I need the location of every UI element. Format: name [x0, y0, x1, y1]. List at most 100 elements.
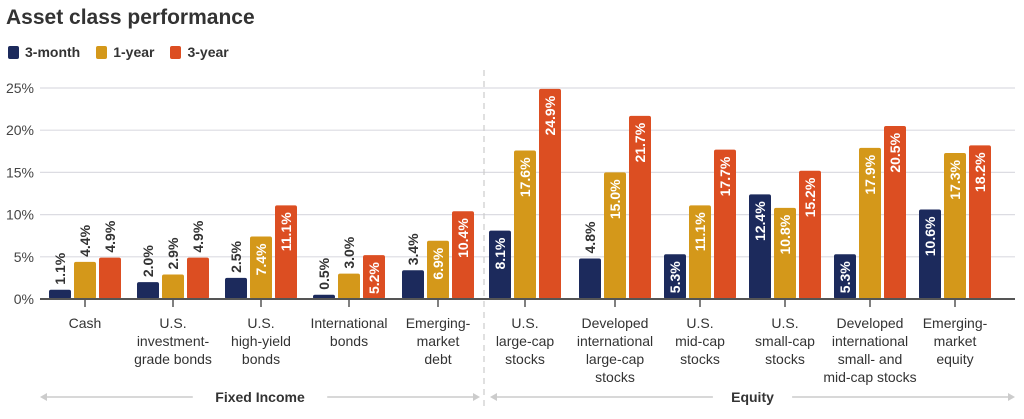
bar-3-month-5 — [489, 230, 511, 299]
x-tick-label: U.S. — [511, 315, 538, 331]
data-label: 17.6% — [517, 157, 533, 197]
arrow-right-icon — [1008, 393, 1015, 401]
bar-1-year-7 — [689, 205, 711, 299]
bar-3-month-9 — [834, 254, 856, 299]
y-tick-label: 10% — [6, 207, 34, 223]
x-tick-label: small- and — [838, 351, 903, 367]
data-label: 5.3% — [837, 261, 853, 293]
y-tick-label: 5% — [14, 249, 34, 265]
x-tick-label: international — [577, 333, 653, 349]
bar-1-year-3 — [338, 273, 360, 299]
x-tick-label: grade bonds — [134, 351, 212, 367]
bar-1-year-2 — [250, 236, 272, 299]
x-tick-label: Developed — [582, 315, 649, 331]
y-tick-label: 20% — [6, 122, 34, 138]
bar-3-month-6 — [579, 258, 601, 299]
x-tick-label: mid-cap stocks — [823, 369, 916, 385]
data-label: 15.2% — [802, 177, 818, 217]
x-tick-label: bonds — [330, 333, 368, 349]
bar-1-year-4 — [427, 240, 449, 299]
x-tick-label: investment- — [137, 333, 210, 349]
x-tick-label: international — [832, 333, 908, 349]
bar-1-year-1 — [162, 274, 184, 299]
data-label: 2.9% — [165, 237, 181, 269]
chart-title: Asset class performance — [6, 6, 255, 29]
bar-3-month-2 — [225, 277, 247, 299]
legend-item-1-year: 1-year — [96, 44, 154, 60]
x-tick-label: Emerging- — [923, 315, 988, 331]
arrow-left-icon — [40, 393, 47, 401]
x-tick-label: U.S. — [686, 315, 713, 331]
legend: 3-month 1-year 3-year — [8, 44, 229, 60]
data-label: 3.0% — [341, 236, 357, 268]
bar-3-month-8 — [749, 194, 771, 299]
x-tick-label: mid-cap — [675, 333, 725, 349]
bar-3-year-9 — [884, 125, 906, 299]
data-label: 8.1% — [492, 237, 508, 269]
bar-3-year-0 — [99, 257, 121, 299]
bar-1-year-5 — [514, 150, 536, 299]
data-label: 20.5% — [887, 132, 903, 172]
x-tick-label: small-cap — [755, 333, 815, 349]
x-tick-label: U.S. — [247, 315, 274, 331]
x-tick-label: large-cap — [496, 333, 555, 349]
x-tick-label: Cash — [69, 315, 102, 331]
data-label: 6.9% — [430, 247, 446, 279]
bar-3-month-3 — [313, 294, 335, 299]
legend-label: 1-year — [113, 44, 155, 60]
x-tick-label: stocks — [505, 351, 545, 367]
x-tick-label: equity — [936, 351, 973, 367]
data-label: 4.8% — [582, 221, 598, 253]
y-tick-label: 0% — [14, 291, 34, 307]
data-label: 15.0% — [607, 179, 623, 219]
x-tick-label: large-cap — [586, 351, 645, 367]
bar-3-year-5 — [539, 88, 561, 300]
x-tick-label: U.S. — [159, 315, 186, 331]
x-tick-label: bonds — [242, 351, 280, 367]
data-label: 7.4% — [253, 243, 269, 275]
x-tick-label: market — [934, 333, 977, 349]
data-label: 2.0% — [140, 245, 156, 277]
data-label: 11.1% — [278, 212, 294, 251]
data-label: 17.3% — [947, 159, 963, 199]
x-tick-label: Developed — [837, 315, 904, 331]
data-label: 4.9% — [102, 220, 118, 252]
legend-swatch — [170, 45, 182, 59]
x-tick-label: stocks — [595, 369, 635, 385]
data-label: 17.9% — [862, 154, 878, 194]
data-label: 10.4% — [455, 218, 471, 258]
x-tick-label: debt — [424, 351, 451, 367]
y-tick-label: 15% — [6, 164, 34, 180]
legend-item-3-year: 3-year — [170, 44, 229, 60]
data-label: 4.9% — [190, 220, 206, 252]
data-label: 2.5% — [228, 240, 244, 272]
bar-1-year-0 — [74, 261, 96, 299]
bar-3-month-4 — [402, 270, 424, 299]
bar-3-year-3 — [363, 255, 385, 299]
bar-3-year-6 — [629, 115, 651, 300]
data-label: 10.6% — [922, 216, 938, 256]
data-label: 0.5% — [316, 257, 332, 289]
bar-1-year-9 — [859, 147, 881, 299]
bar-3-month-7 — [664, 254, 686, 299]
bar-3-year-10 — [969, 145, 991, 299]
legend-item-3-month: 3-month — [8, 44, 80, 60]
data-label: 3.4% — [405, 233, 421, 265]
legend-swatch — [8, 45, 19, 59]
bar-1-year-6 — [604, 172, 626, 299]
arrow-left-icon — [490, 393, 497, 401]
data-label: 10.8% — [777, 214, 793, 254]
x-tick-label: stocks — [680, 351, 720, 367]
data-label: 4.4% — [77, 224, 93, 256]
x-tick-label: market — [417, 333, 460, 349]
legend-label: 3-year — [187, 44, 229, 60]
bar-3-year-1 — [187, 257, 209, 299]
legend-label: 3-month — [25, 44, 81, 60]
y-tick-label: 25% — [6, 80, 34, 96]
bar-3-month-0 — [49, 289, 71, 299]
x-tick-label: high-yield — [231, 333, 291, 349]
bar-3-year-7 — [714, 149, 736, 299]
data-label: 24.9% — [542, 95, 558, 135]
group-label: Fixed Income — [215, 389, 305, 405]
